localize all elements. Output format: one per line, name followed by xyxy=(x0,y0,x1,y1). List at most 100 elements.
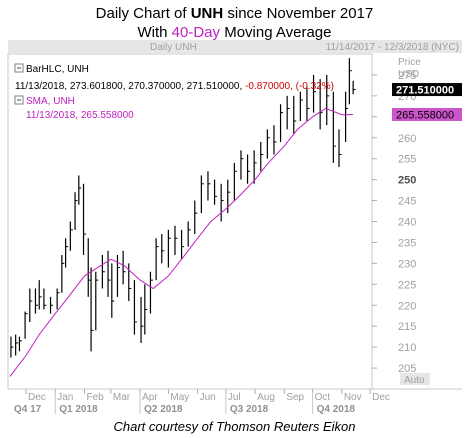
hlc-bars xyxy=(10,58,356,358)
hlc-bar xyxy=(144,284,148,335)
hlc-bar xyxy=(78,175,82,205)
x-month-label: Sep xyxy=(286,392,304,403)
chart-header-bar xyxy=(8,40,462,53)
y-tick-label: 225 xyxy=(398,279,416,291)
x-month-label: Aug xyxy=(257,392,275,403)
y-tick-label: 210 xyxy=(398,342,416,354)
title-ticker: UNH xyxy=(190,5,224,22)
hlc-bar xyxy=(15,334,19,356)
y-tick-label: 235 xyxy=(398,237,416,249)
hlc-bar xyxy=(352,80,356,95)
y-tick-label: 255 xyxy=(398,154,416,166)
hlc-bar xyxy=(24,311,28,339)
chart-title: Daily Chart of UNH since November 2017 W… xyxy=(0,4,469,42)
hlc-bar xyxy=(180,229,185,260)
title-suffix: since November 2017 xyxy=(223,5,374,22)
auto-scale-button[interactable] xyxy=(400,373,430,385)
hlc-bar xyxy=(207,171,211,201)
last-price-tag-bg xyxy=(392,83,462,97)
y-tick-label: 250 xyxy=(398,175,416,187)
hlc-bar xyxy=(82,183,87,255)
hlc-bar xyxy=(253,150,257,184)
x-month-label: Apr xyxy=(142,392,158,403)
hlc-bar xyxy=(61,255,65,293)
hlc-bar xyxy=(95,271,99,331)
hlc-bar xyxy=(266,129,270,159)
chart-caption: Chart courtesy of Thomson Reuters Eikon xyxy=(113,419,356,434)
legend: BarHLC, UNH 11/13/2018, 273.601800, 270.… xyxy=(14,63,334,121)
legend-bar-series: BarHLC, UNH xyxy=(26,64,89,75)
plot-area[interactable] xyxy=(7,53,373,390)
x-month-label: Jan xyxy=(57,392,73,403)
price-chart[interactable]: Daily UNH 11/14/2017 - 12/3/2018 (NYC) P… xyxy=(0,40,469,420)
legend-sma-values: 11/13/2018, 265.558000 xyxy=(26,110,134,121)
hlc-bar xyxy=(306,87,310,121)
hlc-bar xyxy=(286,95,290,130)
hlc-bar xyxy=(299,91,303,121)
sma-value-tag: 265.558000 xyxy=(392,107,462,121)
x-month-label: Jul xyxy=(228,392,241,403)
hlc-bar xyxy=(18,336,22,352)
hlc-bar xyxy=(10,336,14,358)
hlc-bar xyxy=(43,288,47,310)
hlc-bar xyxy=(345,91,349,142)
hlc-bar xyxy=(273,125,277,155)
hlc-bar xyxy=(107,250,111,297)
hlc-bar xyxy=(240,150,244,180)
price-axis-area xyxy=(372,54,462,389)
hlc-bar xyxy=(140,296,144,343)
subtitle-ma-label: 40-Day xyxy=(171,24,221,41)
y-tick-label: 275 xyxy=(398,70,416,82)
legend-bar-values: 11/13/2018, 273.601800, 270.370000, 271.… xyxy=(15,81,334,92)
hlc-bar xyxy=(74,192,78,230)
hlc-bar xyxy=(69,221,73,251)
hlc-bar xyxy=(174,225,178,255)
hlc-bar xyxy=(38,280,42,310)
x-quarter-label: Q4 2018 xyxy=(317,404,356,415)
hlc-bar xyxy=(233,162,237,201)
x-quarter-label: Q4 17 xyxy=(14,404,42,415)
x-month-label: Oct xyxy=(315,392,331,403)
hlc-bar xyxy=(122,250,126,285)
title-line-1: Daily Chart of UNH since November 2017 xyxy=(0,4,469,23)
hlc-bar xyxy=(220,183,224,222)
hlc-bar xyxy=(167,229,171,268)
y-tick-label: 205 xyxy=(398,363,416,375)
title-line-2: With 40-Day Moving Average xyxy=(0,23,469,42)
x-quarter-label: Q3 2018 xyxy=(230,404,269,415)
hlc-bar xyxy=(194,200,198,235)
x-month-label: Mar xyxy=(113,392,131,403)
hlc-bar xyxy=(332,91,336,163)
chart-name-label: Daily UNH xyxy=(150,42,197,53)
hlc-bar xyxy=(90,267,94,352)
legend-bar-ohlc: 11/13/2018, 273.601800, 270.370000, 271.… xyxy=(15,81,245,92)
legend-bar-change: -0.870000, (-0.32%) xyxy=(245,81,334,92)
hlc-bar xyxy=(200,175,204,214)
y-tick-label: 245 xyxy=(398,196,416,208)
x-month-label: Nov xyxy=(344,392,362,403)
hlc-bar xyxy=(56,288,60,310)
x-month-label: Dec xyxy=(372,392,390,403)
legend-sma-series: SMA, UNH xyxy=(26,96,75,107)
hlc-bar xyxy=(338,129,342,168)
x-quarter-label: Q2 2018 xyxy=(144,404,183,415)
hlc-bar xyxy=(319,79,323,130)
last-price-tag: 271.510000 xyxy=(392,83,462,97)
hlc-bar xyxy=(29,288,33,322)
y-tick-label: 260 xyxy=(398,133,416,145)
x-month-label: Feb xyxy=(86,392,104,403)
hlc-bar xyxy=(312,74,317,113)
y-tick-label: 215 xyxy=(398,321,416,333)
hlc-bar xyxy=(213,179,218,205)
subtitle-prefix: With xyxy=(137,24,172,41)
last-price-tag-text: 271.510000 xyxy=(396,85,454,97)
sma-line xyxy=(9,107,354,377)
sma-tag-text: 265.558000 xyxy=(396,109,454,121)
y-tick-label: 230 xyxy=(398,258,416,270)
hlc-bar xyxy=(187,221,191,247)
auto-scale-label: Auto xyxy=(404,375,425,386)
hlc-bar xyxy=(87,238,91,297)
title-prefix: Daily Chart of xyxy=(95,5,191,22)
hlc-bar xyxy=(34,288,38,314)
currency-label: USD xyxy=(398,69,419,80)
